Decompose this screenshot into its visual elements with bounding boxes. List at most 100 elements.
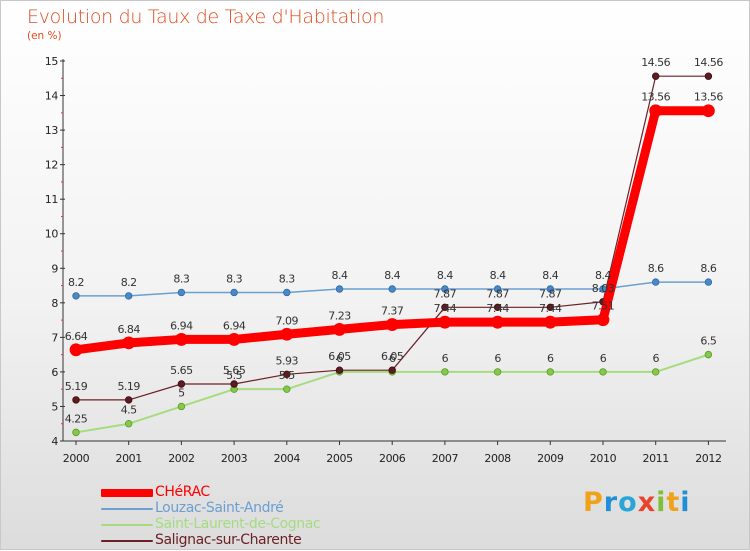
data-point: [704, 350, 713, 359]
data-point: [283, 288, 291, 297]
y-tick-label: 15: [45, 55, 59, 68]
x-tick-label: 2012: [695, 452, 721, 465]
data-label: 7.87: [486, 287, 509, 300]
x-tick-label: 2005: [326, 452, 353, 465]
logo-letter: i: [656, 487, 667, 518]
logo-letter: r: [603, 487, 619, 518]
data-label: 6.5: [700, 335, 716, 348]
data-label: 8.3: [173, 272, 189, 285]
data-point: [702, 104, 715, 118]
data-point: [493, 285, 502, 293]
data-point: [124, 292, 133, 300]
data-label: 7.87: [539, 287, 562, 300]
data-point: [72, 292, 80, 300]
data-label: 7.87: [434, 287, 457, 300]
y-tick-label: 11: [45, 193, 58, 206]
data-point: [283, 385, 291, 393]
data-label: 8.4: [384, 269, 400, 282]
logo-letter: P: [583, 487, 604, 518]
data-point: [177, 288, 186, 297]
legend-label: Saint-Laurent-de-Cognac: [155, 516, 321, 532]
legend-label: Louzac-Saint-André: [155, 500, 284, 516]
data-point: [280, 327, 294, 341]
data-point: [335, 366, 344, 374]
data-point: [493, 303, 502, 312]
data-point: [652, 278, 660, 286]
data-label: 5.19: [117, 380, 140, 393]
data-label: 8.6: [648, 262, 664, 275]
data-label: 8.03: [592, 282, 615, 295]
data-point: [385, 318, 399, 331]
data-label: 6: [547, 352, 554, 365]
data-label: 8.3: [226, 272, 242, 285]
logo-letter: o: [618, 487, 638, 518]
data-point: [177, 402, 186, 411]
data-point: [177, 380, 186, 388]
y-tick-label: 13: [45, 124, 59, 137]
data-label: 6: [494, 352, 501, 365]
legend-swatch: [101, 524, 153, 526]
x-tick-label: 2009: [537, 452, 564, 465]
data-point: [230, 380, 238, 388]
x-tick-label: 2004: [274, 452, 301, 465]
legend-swatch: [101, 489, 153, 497]
data-point: [230, 288, 238, 297]
axes: 4 5 6 7 8 9 10 11 12 13 14 15 2000 2001 2002 2003 2004 20…: [45, 55, 726, 465]
data-point: [652, 368, 660, 376]
data-label: 8.4: [542, 269, 558, 282]
data-point: [388, 285, 396, 293]
data-point: [491, 315, 505, 329]
data-point: [441, 303, 449, 312]
proxiti-logo: Proxiti: [583, 487, 691, 518]
legend-label: CHéRAC: [155, 484, 210, 500]
data-point: [546, 303, 554, 312]
data-point: [546, 285, 554, 293]
data-point: [333, 323, 346, 336]
data-label: 8.4: [332, 269, 348, 282]
data-point: [543, 315, 557, 329]
data-point: [124, 396, 133, 404]
data-label: 7.23: [328, 309, 351, 322]
series-lines: [69, 72, 715, 437]
x-tick-label: 2000: [63, 452, 90, 465]
x-tick-label: 2007: [432, 452, 459, 465]
data-point: [546, 368, 554, 376]
x-tick-label: 2006: [379, 452, 406, 465]
y-tick-label: 14: [45, 90, 59, 103]
data-point: [69, 343, 83, 357]
y-tick-label: 10: [45, 228, 59, 241]
data-label: 6: [442, 352, 449, 365]
data-label: 8.2: [68, 276, 84, 289]
data-label: 14.56: [694, 56, 723, 69]
logo-letter: t: [666, 487, 681, 518]
data-label: 6: [652, 352, 659, 365]
data-label: 5.65: [223, 364, 246, 377]
y-tick-label: 8: [51, 297, 58, 310]
data-point: [599, 368, 607, 376]
data-point: [441, 285, 449, 293]
data-label: 7.44: [486, 302, 509, 315]
x-tick-label: 2001: [115, 452, 141, 465]
data-label: 6.64: [65, 330, 88, 343]
data-label: 8.3: [279, 272, 295, 285]
logo-letter: x: [637, 487, 657, 518]
x-tick-label: 2008: [484, 452, 511, 465]
data-label: 14.56: [641, 56, 670, 69]
x-tick-label: 2002: [168, 452, 194, 465]
data-point: [493, 368, 502, 376]
data-point: [72, 428, 80, 437]
y-tick-label: 9: [51, 262, 58, 275]
data-label: 6.05: [328, 350, 351, 363]
data-label: 8.4: [490, 269, 506, 282]
x-tick-label: 2003: [221, 452, 248, 465]
data-label: 5.19: [65, 380, 88, 393]
y-tick-label: 7: [51, 331, 58, 344]
data-label: 6.94: [170, 319, 193, 332]
data-point: [649, 104, 663, 118]
data-label: 5: [178, 386, 185, 399]
data-label: 7.51: [592, 300, 615, 313]
data-label: 13.56: [694, 91, 723, 104]
data-label: 8.6: [700, 262, 716, 275]
